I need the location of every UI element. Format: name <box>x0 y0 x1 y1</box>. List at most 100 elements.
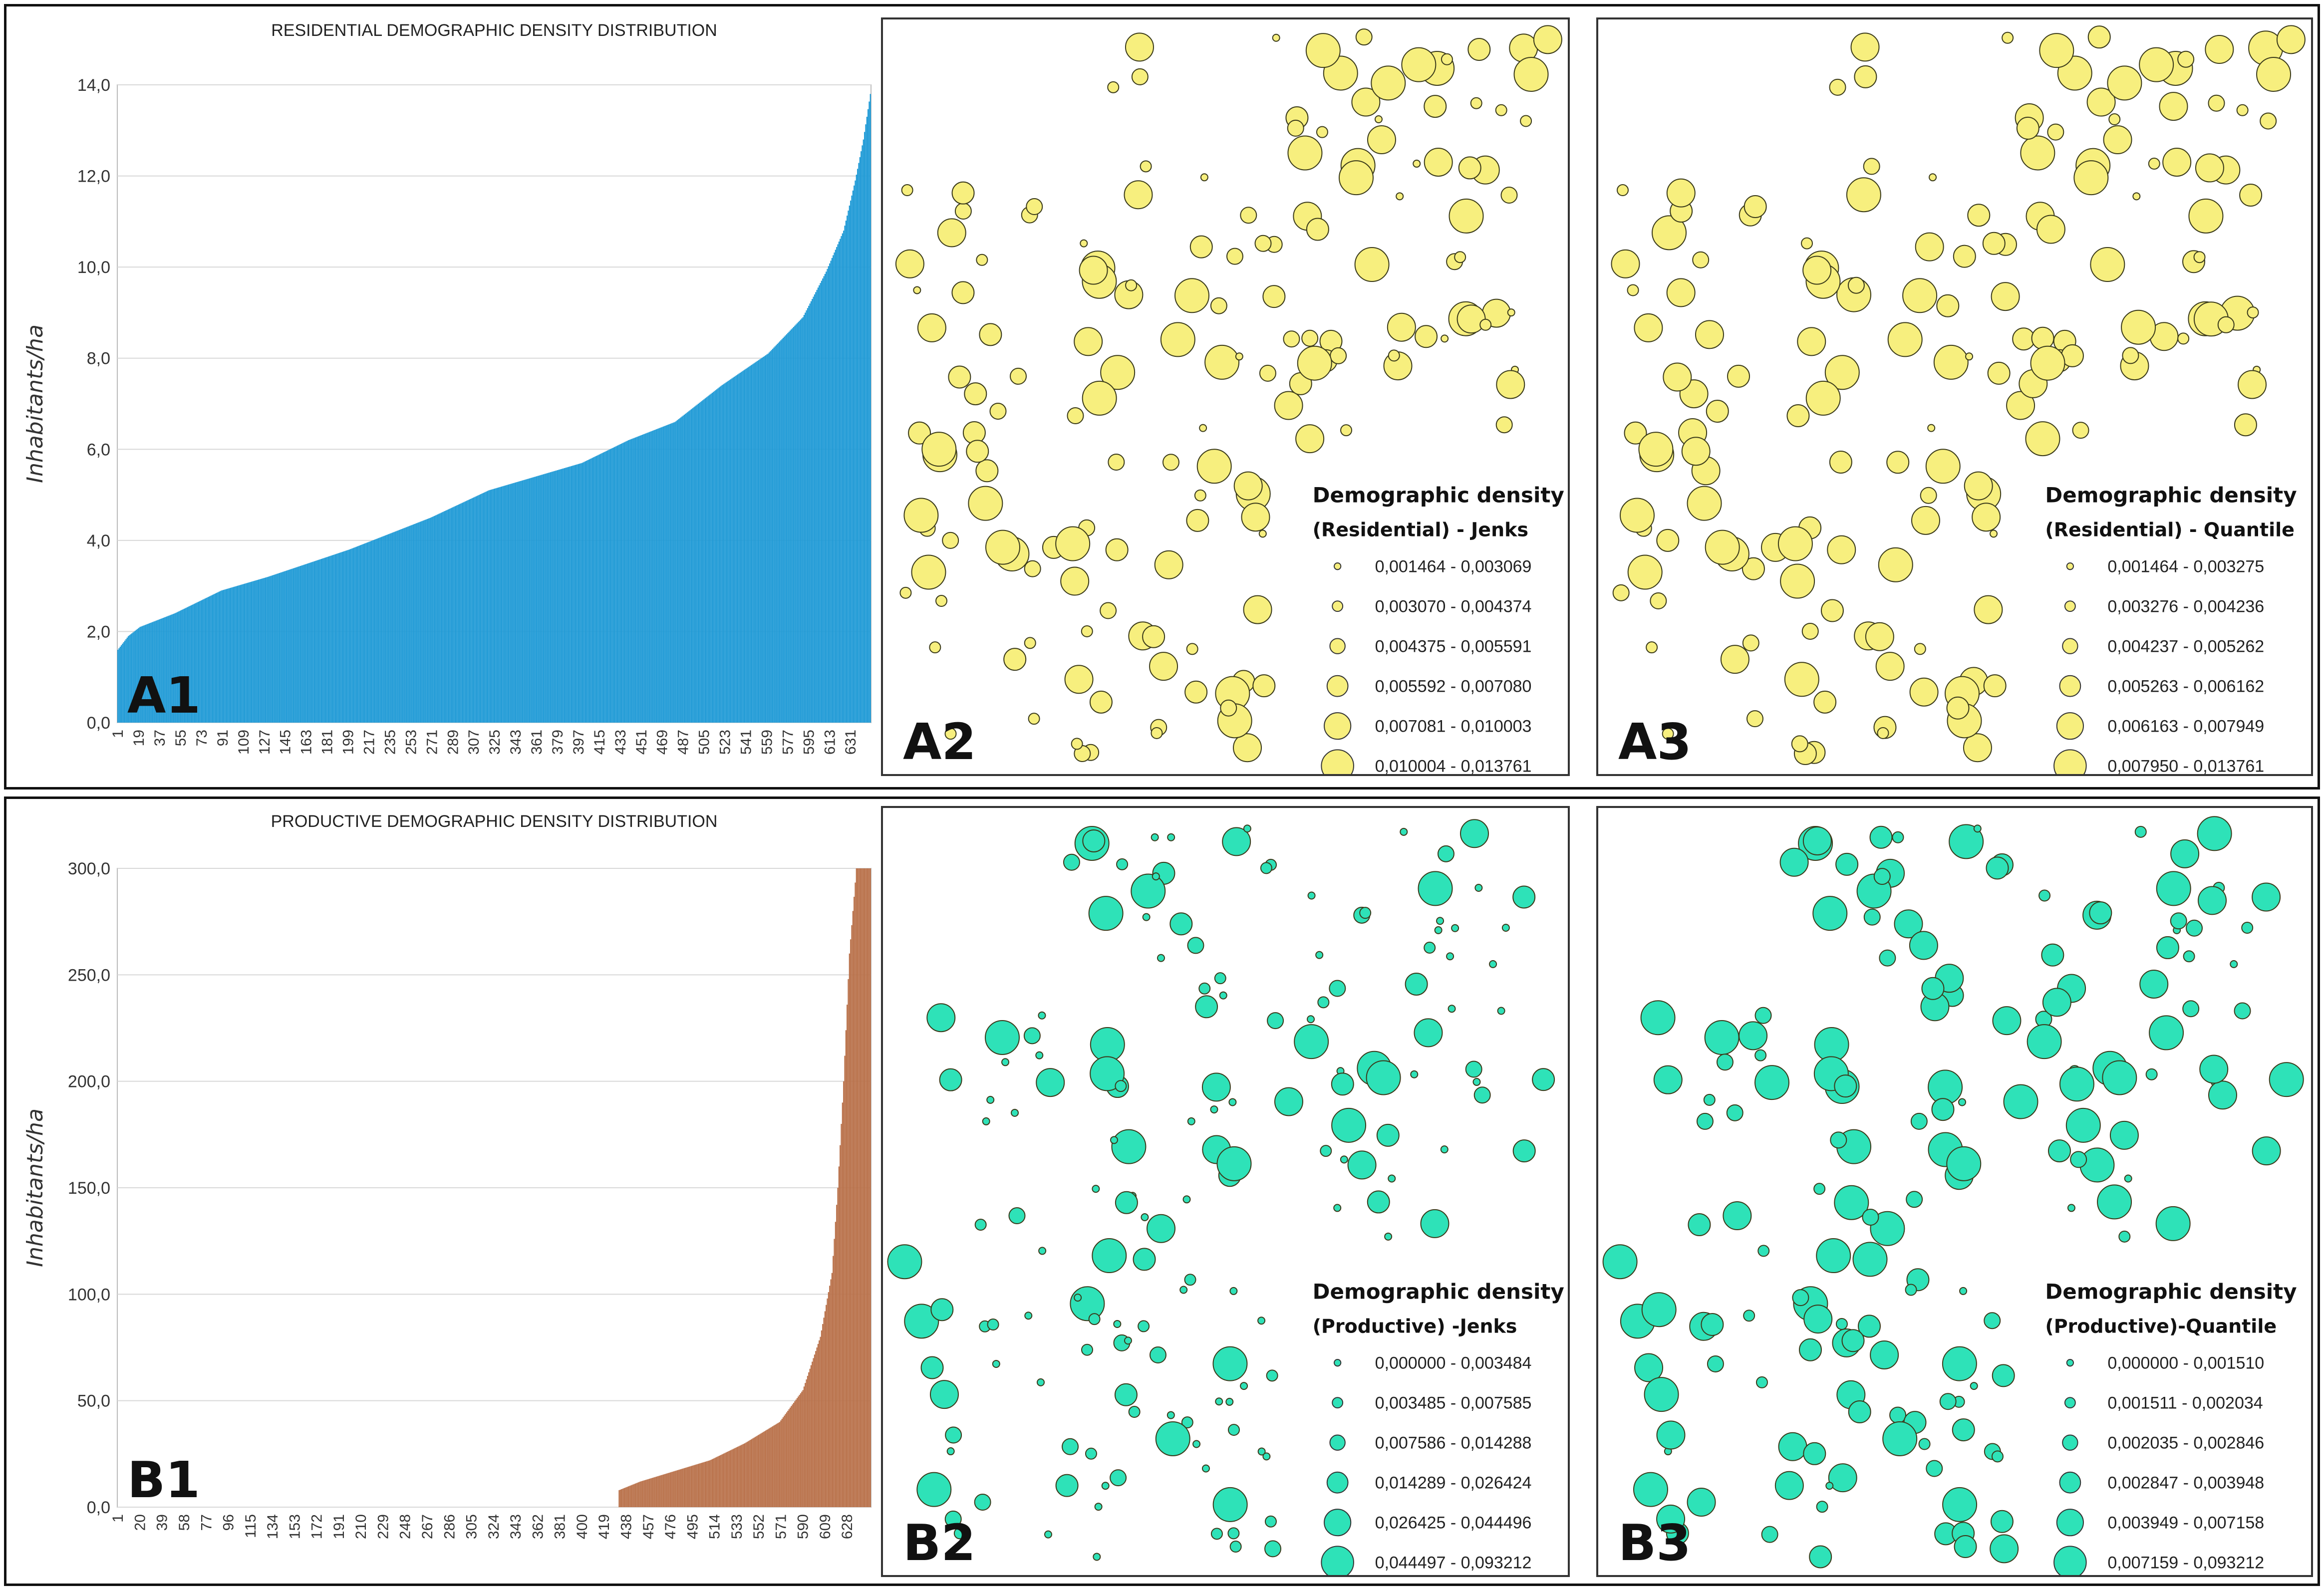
bar <box>629 440 630 723</box>
bar <box>423 520 425 723</box>
density-circle <box>1638 432 1674 467</box>
bar <box>763 356 764 723</box>
bar <box>666 425 668 723</box>
bar <box>166 616 168 723</box>
bar <box>588 459 589 723</box>
density-circle <box>1854 65 1877 88</box>
density-circle <box>2122 347 2139 364</box>
bar <box>316 560 317 723</box>
density-circle <box>2038 889 2051 902</box>
density-circle <box>985 530 1021 565</box>
bar <box>754 1437 756 1507</box>
bar <box>744 1443 746 1507</box>
bar <box>292 568 294 723</box>
bar <box>286 570 288 723</box>
bar <box>583 462 585 723</box>
bar <box>809 303 811 723</box>
bar <box>647 1479 649 1507</box>
bar <box>531 478 533 723</box>
bar <box>673 1471 675 1507</box>
bar <box>435 515 436 723</box>
bar <box>410 525 412 723</box>
bar <box>808 1372 810 1507</box>
bar <box>308 563 309 723</box>
bar <box>521 481 522 723</box>
bar <box>329 556 330 723</box>
bar <box>780 340 782 723</box>
x-tick-label: 400 <box>574 1514 590 1539</box>
density-circle <box>1055 1474 1079 1497</box>
bar <box>467 500 469 723</box>
map-B2-frame: Demographic density (Productive) -Jenks 0,… <box>881 806 1570 1577</box>
bar <box>165 617 166 723</box>
bar <box>718 387 720 723</box>
x-tick-label: 438 <box>618 1514 634 1539</box>
density-circle <box>1532 1068 1555 1091</box>
density-circle <box>1829 450 1852 474</box>
bar <box>644 1480 645 1507</box>
bar <box>658 1476 659 1507</box>
density-circle <box>1743 1310 1755 1322</box>
bar <box>402 529 404 723</box>
bar <box>282 571 284 723</box>
legend-class-label: 0,010004 - 0,013761 <box>1375 757 1532 774</box>
bar <box>553 471 555 723</box>
legend-symbol <box>1324 712 1352 740</box>
density-circle <box>1105 538 1129 561</box>
density-circle <box>1074 327 1103 356</box>
bar <box>801 1391 803 1507</box>
bar <box>636 1483 637 1507</box>
x-tick-label: 153 <box>287 1514 303 1539</box>
bar <box>645 1480 647 1507</box>
density-circle <box>1195 995 1218 1019</box>
density-circle <box>1187 937 1204 954</box>
bar <box>729 1450 730 1507</box>
bar <box>692 408 693 723</box>
density-circle <box>1914 643 1926 655</box>
density-circle <box>1742 557 1765 580</box>
x-tick-label: 451 <box>633 730 650 755</box>
bar <box>310 562 312 723</box>
density-circle <box>1634 313 1663 342</box>
bar <box>591 458 593 723</box>
bar <box>312 561 314 723</box>
density-circle <box>2170 839 2200 868</box>
bar <box>478 495 479 723</box>
density-circle <box>1410 1070 1419 1078</box>
bar <box>631 1485 633 1507</box>
bar <box>500 487 501 723</box>
bar <box>668 1473 670 1507</box>
density-circle <box>2042 988 2071 1017</box>
bar <box>631 439 633 723</box>
bar <box>351 548 352 723</box>
bar <box>287 570 289 723</box>
bar <box>160 618 162 723</box>
bar <box>854 185 855 723</box>
density-circle <box>2162 147 2192 177</box>
legend-class-label: 0,044497 - 0,093212 <box>1375 1554 1532 1573</box>
bar <box>454 506 456 723</box>
bar <box>480 494 482 723</box>
bar <box>682 415 684 723</box>
bar <box>231 587 233 723</box>
bar <box>436 515 437 723</box>
bar <box>724 1453 726 1507</box>
bar <box>798 322 799 723</box>
bar <box>720 386 721 723</box>
bar <box>669 424 671 723</box>
bar <box>805 1383 806 1507</box>
density-circle <box>1227 1527 1240 1540</box>
density-circle <box>2156 936 2179 959</box>
bar <box>616 446 617 723</box>
bar <box>638 1482 640 1507</box>
bar <box>417 523 419 723</box>
density-circle <box>1870 1340 1899 1369</box>
bar <box>868 109 869 723</box>
density-circle <box>2107 65 2142 101</box>
x-tick-label: 229 <box>375 1514 391 1539</box>
bar <box>792 328 793 723</box>
density-circle <box>1862 1209 1879 1226</box>
x-tick-label: 577 <box>780 730 796 755</box>
density-circle <box>1816 1238 1851 1274</box>
density-circle <box>2003 1084 2038 1119</box>
